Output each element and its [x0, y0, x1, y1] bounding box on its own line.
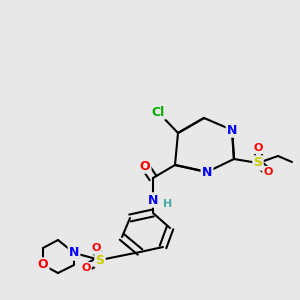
Text: N: N [69, 247, 79, 260]
Text: O: O [38, 259, 48, 272]
Text: H: H [164, 199, 172, 209]
Text: O: O [253, 143, 263, 153]
Text: O: O [81, 263, 91, 273]
Text: Cl: Cl [152, 106, 165, 118]
Text: N: N [202, 166, 212, 178]
Text: O: O [263, 167, 273, 177]
Text: S: S [95, 254, 104, 266]
Text: N: N [148, 194, 158, 206]
Text: N: N [227, 124, 237, 136]
Text: S: S [254, 157, 262, 169]
Text: O: O [91, 243, 101, 253]
Text: O: O [140, 160, 150, 172]
